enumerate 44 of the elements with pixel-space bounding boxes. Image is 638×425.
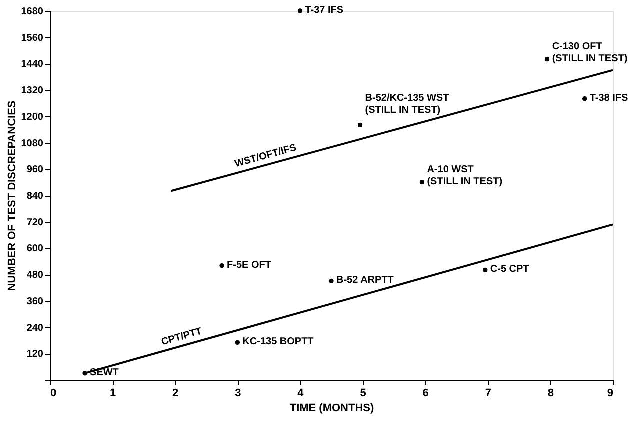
y-tick-label: 600 — [26, 244, 44, 255]
y-tick-label: 1320 — [21, 86, 44, 97]
x-tick-label: 7 — [485, 388, 492, 400]
y-tick-label: 120 — [26, 349, 44, 360]
y-tick-label: 480 — [26, 270, 44, 282]
y-axis-title: NUMBER OF TEST DISCREPANCIES — [6, 100, 18, 292]
annotation: B-52 ARPTT — [336, 275, 394, 286]
annotation: F-5E OFT — [227, 260, 272, 271]
y-tick-label: 360 — [26, 296, 44, 308]
x-tick-label: 5 — [360, 388, 366, 400]
x-tick-label: 3 — [235, 388, 242, 400]
point — [220, 263, 224, 268]
point — [544, 56, 550, 62]
y-tick-label: 1680 — [21, 6, 44, 18]
point — [358, 122, 363, 128]
annotation: T-37 IFS — [305, 5, 344, 16]
point — [483, 268, 488, 273]
y-tick-label: 1080 — [21, 138, 44, 150]
point — [235, 340, 240, 345]
annotation: C-5 CPT — [490, 264, 530, 276]
x-tick-label: 2 — [172, 388, 179, 400]
annotation: KC-135 BOPTT — [242, 336, 314, 348]
x-tick-label: 0 — [50, 388, 57, 400]
x-tick-label: 9 — [607, 388, 614, 400]
y-tick-label: 240 — [26, 322, 44, 334]
annotation: A-10 WST (STILL IN TEST) — [427, 164, 503, 188]
y-tick-label: 1200 — [21, 112, 44, 123]
x-tick-label: 8 — [548, 388, 554, 400]
annotation: C-130 OFT (STILL IN TEST) — [552, 41, 628, 64]
y-tick-label: 960 — [26, 164, 44, 176]
point — [420, 180, 425, 185]
y-tick-label: 1440 — [21, 59, 44, 70]
annotation: B-52/KC-135 WST (STILL IN TEST) — [365, 93, 450, 116]
x-tick-label: 4 — [298, 388, 305, 400]
y-tick-label: 720 — [26, 217, 44, 228]
point — [329, 278, 334, 284]
x-tick-label: 6 — [422, 388, 429, 400]
y-tick-label: 1560 — [21, 32, 44, 44]
x-tick-label: 1 — [110, 388, 116, 400]
y-tick-label: 840 — [26, 191, 44, 202]
annotation: T-38 IFS — [590, 92, 629, 104]
point — [298, 8, 303, 14]
x-axis-title: TIME (MONTHS) — [290, 402, 374, 414]
point — [582, 96, 588, 102]
